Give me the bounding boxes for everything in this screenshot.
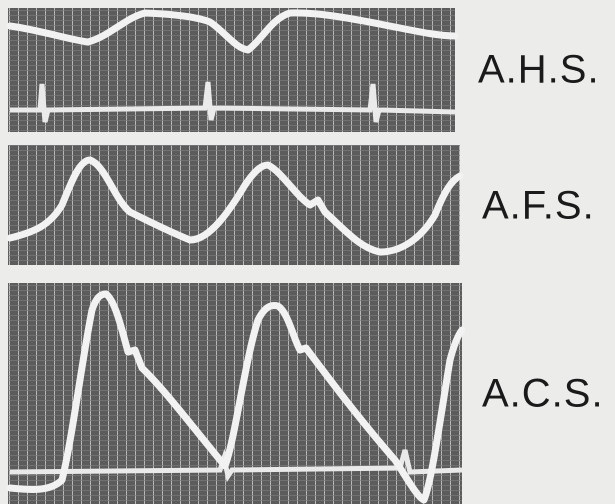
label: A.F.S.	[482, 184, 595, 228]
label: A.H.S.	[478, 48, 600, 92]
figure: A.H.S. A.F.S. A.C.S.	[0, 0, 615, 504]
label: A.C.S.	[482, 372, 604, 416]
